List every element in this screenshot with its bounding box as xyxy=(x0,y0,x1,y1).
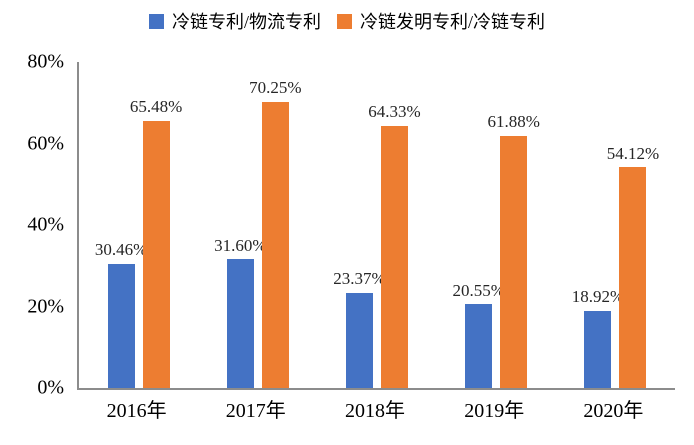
x-axis-category-label: 2016年 xyxy=(106,400,167,422)
plot-area: 30.46% 65.48% 31.60% 70.25% 23.37% 64.33% 20.5… xyxy=(77,62,675,390)
bar xyxy=(346,292,373,388)
bar-cell: 54.12% xyxy=(607,62,659,388)
bar-value-label: 54.12% xyxy=(606,143,660,163)
x-axis-category-label: 2019年 xyxy=(464,400,525,422)
legend-swatch-icon xyxy=(337,13,352,29)
bar xyxy=(584,310,612,388)
bar xyxy=(381,125,408,388)
bar-cell: 64.33% xyxy=(368,62,421,388)
y-axis-tick-label: 60% xyxy=(27,132,64,154)
bar xyxy=(465,304,493,388)
bar-cell: 18.92% xyxy=(572,62,624,388)
bar-value-label: 70.25% xyxy=(249,78,302,98)
bar xyxy=(142,121,170,388)
bar-cell: 61.88% xyxy=(488,62,540,388)
y-axis-tick-label: 40% xyxy=(27,213,64,236)
bar xyxy=(226,259,254,388)
bar-group: 31.60% 70.25% xyxy=(198,62,317,388)
y-axis: 80% 60% 40% 20% 0% xyxy=(0,51,64,399)
bar-value-label: 23.37% xyxy=(333,269,386,289)
legend-swatch-icon xyxy=(148,13,164,29)
y-axis-tick-label: 0% xyxy=(37,376,64,399)
bar-group: 20.55% 61.88% xyxy=(437,62,556,388)
x-axis-category-label: 2018年 xyxy=(345,400,405,422)
legend-item-series-2: 冷链发明专利/冷链专利 xyxy=(337,8,545,34)
legend-label: 冷链发明专利/冷链专利 xyxy=(360,12,545,32)
bar-group: 30.46% 65.48% xyxy=(79,62,198,388)
legend-item-series-1: 冷链专利/物流专利 xyxy=(148,8,321,34)
bar-cell: 65.48% xyxy=(130,62,182,388)
bar-value-label: 18.92% xyxy=(571,287,625,307)
bar-value-label: 31.60% xyxy=(214,235,267,255)
x-axis: 2016年 2017年 2018年 2019年 2020年 xyxy=(77,394,673,423)
bar-group: 18.92% 54.12% xyxy=(556,62,675,388)
bar-value-label: 61.88% xyxy=(487,112,540,132)
y-axis-tick-label: 20% xyxy=(27,295,64,317)
bar-value-label: 30.46% xyxy=(94,240,148,260)
bar xyxy=(500,135,528,388)
x-axis-category-label: 2017年 xyxy=(225,400,286,422)
bar-value-label: 20.55% xyxy=(452,280,505,300)
bar-cell: 20.55% xyxy=(453,62,505,388)
bar-value-label: 64.33% xyxy=(368,102,421,122)
chart-legend: 冷链专利/物流专利 冷链发明专利/冷链专利 xyxy=(0,8,694,34)
bar xyxy=(107,263,135,388)
bar-cell: 31.60% xyxy=(214,62,267,388)
bar-cell: 23.37% xyxy=(333,62,386,388)
x-axis-category-label: 2020年 xyxy=(583,400,644,422)
bar-cell: 70.25% xyxy=(249,62,302,388)
y-axis-tick-label: 80% xyxy=(27,50,64,73)
bar xyxy=(619,167,647,388)
bar xyxy=(261,101,289,388)
bar-group: 23.37% 64.33% xyxy=(317,62,436,388)
bar-value-label: 65.48% xyxy=(129,97,183,117)
legend-label: 冷链专利/物流专利 xyxy=(171,12,321,32)
bar-cell: 30.46% xyxy=(95,62,147,388)
